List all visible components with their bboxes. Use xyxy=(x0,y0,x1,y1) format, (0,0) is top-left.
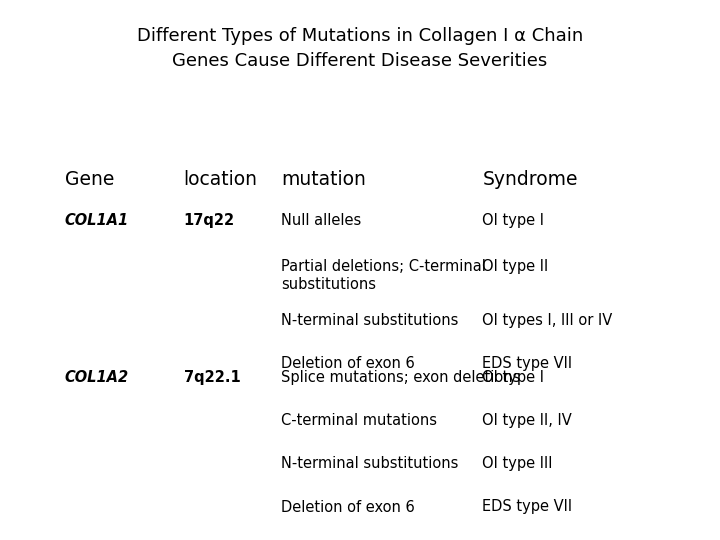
Text: Deletion of exon 6: Deletion of exon 6 xyxy=(281,500,415,515)
Text: location: location xyxy=(184,170,258,189)
Text: OI types I, III or IV: OI types I, III or IV xyxy=(482,313,613,328)
Text: 17q22: 17q22 xyxy=(184,213,235,228)
Text: Deletion of exon 6: Deletion of exon 6 xyxy=(281,356,415,372)
Text: mutation: mutation xyxy=(281,170,366,189)
Text: OI type II: OI type II xyxy=(482,259,549,274)
Text: N-terminal substitutions: N-terminal substitutions xyxy=(281,313,458,328)
Text: COL1A2: COL1A2 xyxy=(65,370,129,385)
Text: Partial deletions; C-terminal
substitutions: Partial deletions; C-terminal substituti… xyxy=(281,259,486,292)
Text: 7q22.1: 7q22.1 xyxy=(184,370,240,385)
Text: EDS type VII: EDS type VII xyxy=(482,356,572,372)
Text: Null alleles: Null alleles xyxy=(281,213,361,228)
Text: EDS type VII: EDS type VII xyxy=(482,500,572,515)
Text: OI type III: OI type III xyxy=(482,456,553,471)
Text: N-terminal substitutions: N-terminal substitutions xyxy=(281,456,458,471)
Text: COL1A1: COL1A1 xyxy=(65,213,129,228)
Text: Syndrome: Syndrome xyxy=(482,170,578,189)
Text: OI type II, IV: OI type II, IV xyxy=(482,413,572,428)
Text: C-terminal mutations: C-terminal mutations xyxy=(281,413,437,428)
Text: Gene: Gene xyxy=(65,170,114,189)
Text: Splice mutations; exon deletions: Splice mutations; exon deletions xyxy=(281,370,520,385)
Text: OI type I: OI type I xyxy=(482,213,544,228)
Text: OI type I: OI type I xyxy=(482,370,544,385)
Text: Different Types of Mutations in Collagen I α Chain
Genes Cause Different Disease: Different Types of Mutations in Collagen… xyxy=(137,27,583,70)
